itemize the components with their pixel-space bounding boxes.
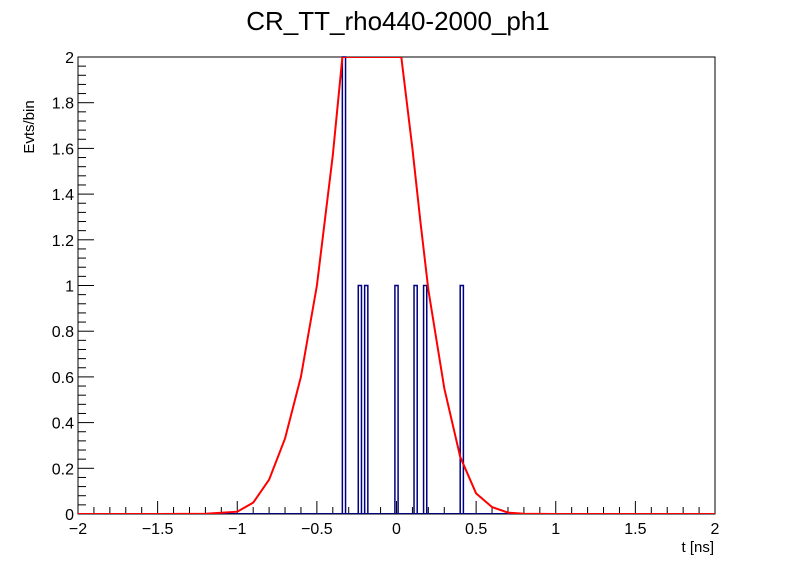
x-tick-label: 1 [551, 521, 560, 538]
histogram-bin [394, 284, 399, 514]
y-tick-label: 0.6 [52, 370, 74, 387]
y-tick-label: 0.8 [52, 324, 74, 341]
y-tick-label: 1 [65, 279, 74, 296]
fit-curve [78, 57, 715, 514]
y-tick-label: 0 [65, 507, 74, 524]
chart-title: CR_TT_rho440-2000_ph1 [246, 6, 550, 36]
histogram-bin [341, 56, 347, 514]
y-tick-label: 2 [65, 50, 74, 67]
y-tick-label: 1.2 [52, 233, 74, 250]
y-tick-label: 0.4 [52, 416, 74, 433]
x-axis-label: t [ns] [681, 539, 714, 556]
x-tick-label: 0 [392, 521, 401, 538]
x-tick-label: −1 [228, 521, 246, 538]
x-tick-label: −0.5 [301, 521, 333, 538]
x-tick-label: −2 [69, 521, 87, 538]
y-axis-label: Evts/bin [21, 100, 38, 153]
histogram-bin [363, 284, 369, 514]
histogram-bin [357, 284, 363, 514]
y-tick-label: 1.4 [52, 187, 74, 204]
x-tick-label: 0.5 [465, 521, 487, 538]
y-tick-label: 1.8 [52, 96, 74, 113]
x-tick-label: 2 [711, 521, 720, 538]
x-tick-label: 1.5 [624, 521, 646, 538]
histogram-bin [422, 284, 428, 514]
histogram-bin [459, 284, 465, 514]
y-tick-label: 0.2 [52, 461, 74, 478]
y-tick-label: 1.6 [52, 141, 74, 158]
histogram-bin [413, 284, 418, 514]
x-tick-label: −1.5 [142, 521, 174, 538]
